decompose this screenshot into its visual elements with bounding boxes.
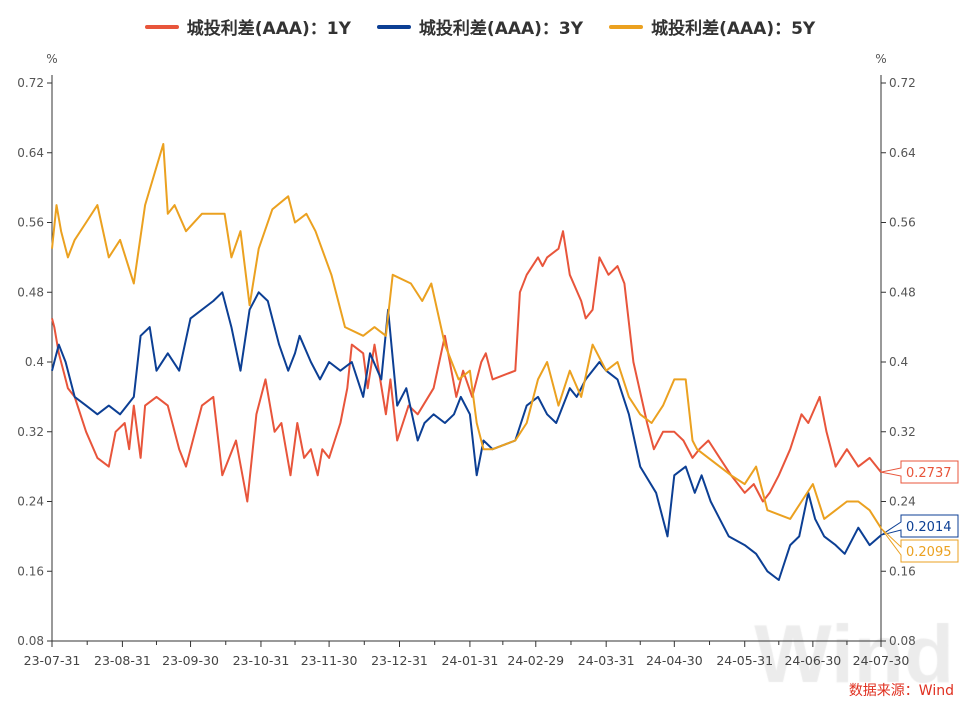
y-tick-label-right: 0.64 bbox=[889, 146, 916, 160]
y-unit-right: % bbox=[875, 52, 886, 66]
y-tick-label-right: 0.08 bbox=[889, 634, 916, 648]
y-tick-label-left: 0.72 bbox=[17, 76, 44, 90]
series-line-1y bbox=[51, 230, 882, 503]
last-value-callout bbox=[880, 527, 959, 563]
last-value-callout bbox=[880, 460, 959, 484]
last-value-label: 0.2095 bbox=[906, 545, 952, 560]
x-tick-label: 24-02-29 bbox=[507, 653, 564, 668]
legend-swatch-3y bbox=[376, 24, 411, 29]
series-line-3y bbox=[51, 291, 882, 581]
legend-item-1y[interactable]: 城投利差(AAA)：1Y bbox=[144, 14, 351, 39]
legend-swatch-1y bbox=[144, 24, 179, 29]
y-tick-label-right: 0.48 bbox=[889, 285, 916, 299]
x-tick-label: 24-03-31 bbox=[578, 653, 635, 668]
legend-label-1y: 城投利差(AAA)：1Y bbox=[186, 19, 351, 39]
y-tick-label-right: 0.72 bbox=[889, 76, 916, 90]
x-tick-label: 24-01-31 bbox=[442, 653, 499, 668]
y-tick-label-left: 0.56 bbox=[17, 216, 44, 230]
x-tick-label: 24-05-31 bbox=[716, 653, 773, 668]
legend-item-5y[interactable]: 城投利差(AAA)：5Y bbox=[609, 14, 815, 39]
x-tick-label: 24-07-30 bbox=[853, 653, 910, 668]
y-tick-label-left: 0.24 bbox=[17, 495, 44, 509]
x-tick-label: 23-07-31 bbox=[24, 653, 81, 668]
legend-swatch-5y bbox=[609, 24, 644, 29]
legend-label-3y: 城投利差(AAA)：3Y bbox=[418, 19, 584, 39]
y-tick-label-left: 0.08 bbox=[17, 634, 44, 648]
x-tick-label: 23-09-30 bbox=[162, 653, 219, 668]
x-tick-label: 23-11-30 bbox=[301, 653, 358, 668]
legend: 城投利差(AAA)：1Y 城投利差(AAA)：3Y 城投利差(AAA)：5Y bbox=[0, 14, 960, 39]
legend-label-5y: 城投利差(AAA)：5Y bbox=[651, 19, 816, 39]
x-tick-label: 24-04-30 bbox=[646, 653, 703, 668]
y-tick-label-left: 0.64 bbox=[17, 146, 44, 160]
y-tick-label-left: 0.48 bbox=[17, 285, 44, 299]
y-tick-label-right: 0.4 bbox=[889, 355, 908, 369]
y-unit-left: % bbox=[46, 52, 57, 66]
x-tick-label: 24-06-30 bbox=[784, 653, 841, 668]
data-source: 数据来源：Wind bbox=[848, 683, 954, 699]
x-tick-label: 23-08-31 bbox=[94, 653, 151, 668]
y-tick-label-right: 0.16 bbox=[889, 564, 916, 578]
y-tick-label-left: 0.32 bbox=[17, 425, 44, 439]
y-tick-label-right: 0.32 bbox=[889, 425, 916, 439]
y-tick-label-left: 0.16 bbox=[17, 564, 44, 578]
last-value-callout bbox=[880, 514, 959, 538]
x-tick-label: 23-10-31 bbox=[233, 653, 290, 668]
last-value-label: 0.2737 bbox=[906, 466, 952, 481]
series-line-5y bbox=[51, 143, 882, 529]
x-tick-label: 23-12-31 bbox=[371, 653, 428, 668]
y-tick-label-right: 0.24 bbox=[889, 495, 916, 509]
last-value-label: 0.2014 bbox=[906, 520, 952, 535]
legend-item-3y[interactable]: 城投利差(AAA)：3Y bbox=[376, 14, 584, 39]
y-tick-label-right: 0.56 bbox=[889, 216, 916, 230]
y-tick-label-left: 0.4 bbox=[25, 355, 44, 369]
